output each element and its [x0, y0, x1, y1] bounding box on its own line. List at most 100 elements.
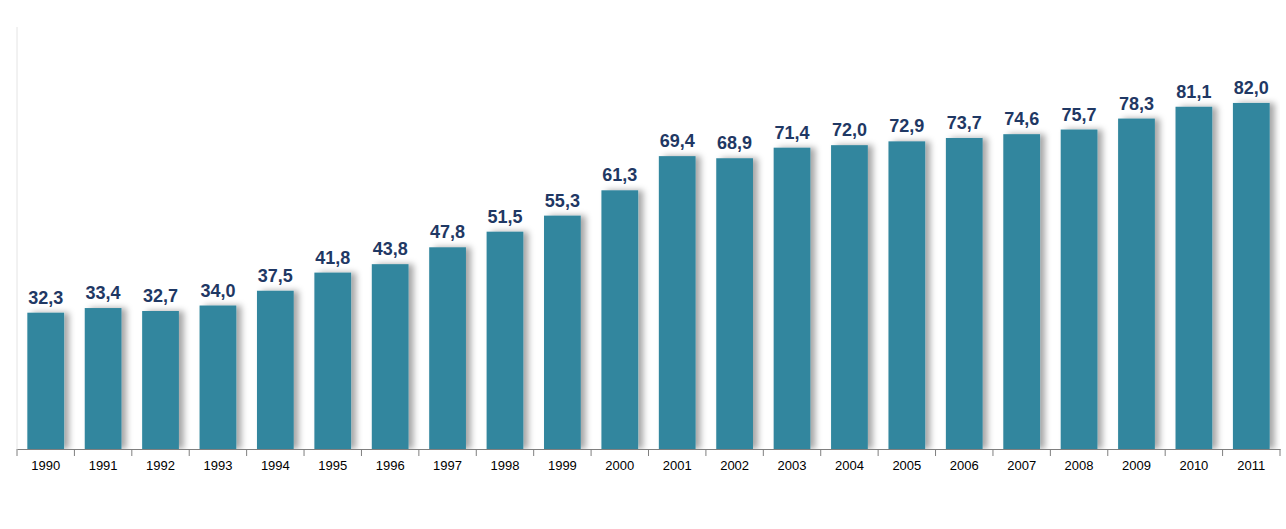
- x-divider: [17, 449, 18, 456]
- data-label: 71,4: [774, 123, 809, 143]
- bar: [1061, 130, 1098, 449]
- x-divider: [131, 449, 132, 456]
- data-label: 61,3: [602, 165, 637, 185]
- x-tick-label: 1996: [376, 458, 405, 473]
- x-tick-label: 1992: [146, 458, 175, 473]
- bar: [27, 313, 64, 449]
- bar: [1118, 119, 1155, 449]
- bar: [888, 141, 925, 449]
- x-divider: [935, 449, 936, 456]
- x-dividers: [17, 449, 1280, 456]
- x-axis: 1990199119921993199419951996199719981999…: [18, 449, 1281, 473]
- x-divider: [820, 449, 821, 456]
- x-divider: [1280, 449, 1281, 456]
- bar: [200, 306, 237, 449]
- bar: [1176, 107, 1213, 449]
- data-label: 68,9: [717, 133, 752, 153]
- x-tick: 1997: [433, 449, 462, 473]
- bars: [27, 103, 1269, 449]
- x-tick-label: 2006: [950, 458, 979, 473]
- x-divider: [246, 449, 247, 456]
- x-tick: 2006: [950, 449, 979, 473]
- x-tick: 2004: [835, 449, 864, 473]
- x-tick-label: 2001: [663, 458, 692, 473]
- bar: [487, 232, 524, 449]
- x-tick-label: 2007: [1007, 458, 1036, 473]
- data-label: 75,7: [1062, 105, 1097, 125]
- x-tick: 2002: [720, 449, 749, 473]
- data-labels: 32,333,432,734,037,541,843,847,851,555,3…: [28, 78, 1269, 308]
- bar: [142, 311, 179, 449]
- x-tick: 1990: [31, 449, 60, 473]
- bar: [429, 247, 466, 449]
- x-divider: [533, 449, 534, 456]
- x-tick: 1996: [376, 449, 405, 473]
- bar: [1003, 134, 1040, 449]
- data-label: 72,9: [889, 116, 924, 136]
- x-tick: 1994: [261, 449, 290, 473]
- data-label: 47,8: [430, 222, 465, 242]
- x-divider: [1050, 449, 1051, 456]
- data-label: 51,5: [487, 207, 522, 227]
- data-label: 55,3: [545, 191, 580, 211]
- x-tick-label: 2008: [1065, 458, 1094, 473]
- bar: [659, 156, 696, 449]
- data-label: 81,1: [1176, 82, 1211, 102]
- x-divider: [648, 449, 649, 456]
- x-divider: [1222, 449, 1223, 456]
- x-tick: 1993: [203, 449, 232, 473]
- data-label: 32,3: [28, 288, 63, 308]
- x-divider: [705, 449, 706, 456]
- x-divider: [763, 449, 764, 456]
- x-tick-label: 1999: [548, 458, 577, 473]
- x-tick: 2010: [1179, 449, 1208, 473]
- data-label: 78,3: [1119, 94, 1154, 114]
- data-label: 41,8: [315, 248, 350, 268]
- x-tick: 2009: [1122, 449, 1151, 473]
- x-divider: [361, 449, 362, 456]
- data-label: 74,6: [1004, 109, 1039, 129]
- x-tick: 2001: [663, 449, 692, 473]
- bar: [1233, 103, 1270, 449]
- x-tick-label: 1998: [491, 458, 520, 473]
- x-tick-label: 1995: [318, 458, 347, 473]
- data-label: 69,4: [660, 131, 695, 151]
- bar: [85, 308, 122, 449]
- x-tick-label: 2000: [605, 458, 634, 473]
- x-tick-label: 2002: [720, 458, 749, 473]
- data-label: 43,8: [373, 239, 408, 259]
- x-tick: 2011: [1237, 449, 1265, 473]
- data-label: 82,0: [1234, 78, 1269, 98]
- x-tick: 2008: [1065, 449, 1094, 473]
- bar: [257, 291, 294, 449]
- x-tick-label: 1994: [261, 458, 290, 473]
- data-label: 72,0: [832, 120, 867, 140]
- x-tick: 1992: [146, 449, 175, 473]
- x-tick-label: 2009: [1122, 458, 1151, 473]
- data-label: 32,7: [143, 286, 178, 306]
- bar: [601, 190, 638, 449]
- x-tick: 1999: [548, 449, 577, 473]
- bar: [716, 158, 753, 449]
- x-tick: 2000: [605, 449, 634, 473]
- x-tick-label: 1993: [203, 458, 232, 473]
- x-divider: [1107, 449, 1108, 456]
- x-tick: 1995: [318, 449, 347, 473]
- bar: [372, 264, 409, 449]
- x-tick-label: 2010: [1179, 458, 1208, 473]
- data-label: 34,0: [200, 281, 235, 301]
- x-tick-label: 2004: [835, 458, 864, 473]
- bar: [946, 138, 983, 449]
- x-divider: [1165, 449, 1166, 456]
- x-tick-label: 1990: [31, 458, 60, 473]
- y-axis-line: [17, 27, 18, 449]
- x-divider: [304, 449, 305, 456]
- bar: [831, 145, 868, 449]
- x-divider: [418, 449, 419, 456]
- chart: 1990199119921993199419951996199719981999…: [0, 0, 1286, 529]
- x-tick: 2005: [892, 449, 921, 473]
- data-label: 37,5: [258, 266, 293, 286]
- x-tick: 2007: [1007, 449, 1036, 473]
- bar: [544, 216, 581, 449]
- x-divider: [189, 449, 190, 456]
